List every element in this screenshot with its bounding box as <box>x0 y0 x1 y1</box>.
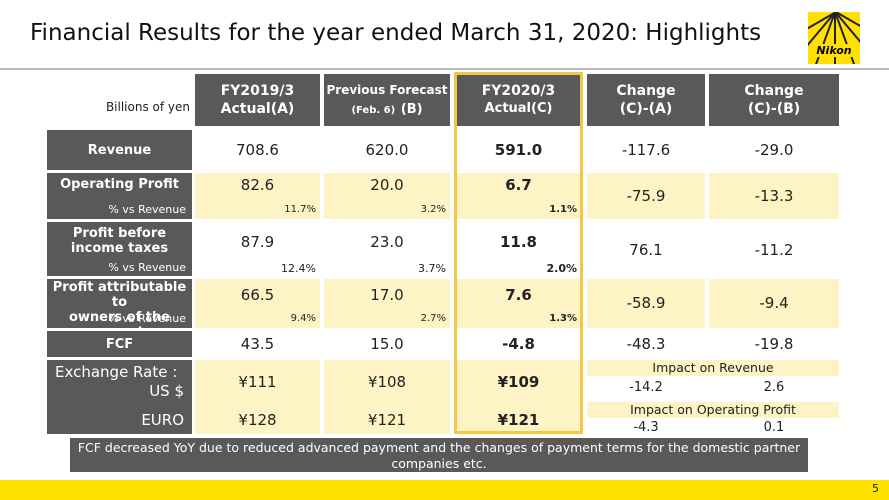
profit-owners-pct-label: % vs Revenue <box>108 312 186 325</box>
impact-revenue-euro: 2.6 <box>763 380 785 395</box>
operating-profit-ca: -75.9 <box>587 173 705 219</box>
exchange-rate-label: Exchange Rate : <box>55 363 178 381</box>
exchange-a-cell: ¥111 ¥128 <box>195 360 320 434</box>
page-title: Financial Results for the year ended Mar… <box>30 20 762 46</box>
logo-text: Nikon <box>810 44 858 57</box>
header-change-ca-line1: Change <box>616 83 676 99</box>
revenue-cb: -29.0 <box>754 141 794 159</box>
header-forecast-line1: Previous Forecast <box>326 82 448 97</box>
impact-op-usd: -4.3 <box>633 420 659 435</box>
profit-owners-a-cell: 66.5 9.4% <box>195 279 320 328</box>
profit-owners-c: 7.6 <box>505 286 532 304</box>
impact-revenue-label: Impact on Revenue <box>587 360 839 376</box>
profit-before-tax-c: 11.8 <box>499 233 537 251</box>
profit-before-tax-b: 23.0 <box>370 233 404 251</box>
profit-owners-ca: -58.9 <box>587 279 705 328</box>
header-change-cb: Change (C)-(B) <box>709 74 839 126</box>
revenue-c: 591.0 <box>494 141 543 159</box>
row-label-profit-before-tax: Profit before income taxes % vs Revenue <box>47 222 192 276</box>
profit-before-tax-pct-label: % vs Revenue <box>108 261 186 274</box>
footer-bar <box>0 480 889 500</box>
revenue-ca: -117.6 <box>621 141 671 159</box>
profit-before-tax-c-cell: 11.8 2.0% <box>454 222 583 276</box>
header-change-ca-line2: (C)-(A) <box>619 101 673 117</box>
exchange-usd-b: ¥108 <box>367 373 407 391</box>
profit-owners-a: 66.5 <box>240 286 275 304</box>
nikon-logo: Nikon <box>808 12 860 64</box>
profit-before-tax-a: 87.9 <box>240 233 275 251</box>
operating-profit-cb: -13.3 <box>709 173 839 219</box>
exchange-rate-label-cell: Exchange Rate : US $ EURO <box>47 360 192 434</box>
title-divider <box>0 68 889 70</box>
header-fy2020-line2: Actual(C) <box>484 101 553 116</box>
exchange-c-cell: ¥109 ¥121 <box>454 360 583 434</box>
profit-before-tax-a-cell: 87.9 12.4% <box>195 222 320 276</box>
fcf-c: -4.8 <box>502 335 535 353</box>
row-label-profit-owners: Profit attributable to owners of the par… <box>47 279 192 340</box>
operating-profit-pct-label: % vs Revenue <box>108 203 186 216</box>
revenue-a: 708.6 <box>236 141 279 159</box>
profit-owners-b-pct: 2.7% <box>420 313 446 324</box>
profit-owners-b-cell: 17.0 2.7% <box>324 279 450 328</box>
operating-profit-c: 6.7 <box>505 176 532 194</box>
header-fy2019: FY2019/3 Actual(A) <box>195 74 320 126</box>
operating-profit-c-cell: 6.7 1.1% <box>454 173 583 219</box>
profit-before-tax-label1: Profit before <box>72 226 167 241</box>
units-label: Billions of yen <box>105 100 190 114</box>
operating-profit-a: 82.6 <box>240 176 275 194</box>
exchange-euro-b: ¥121 <box>367 411 407 429</box>
operating-profit-b-cell: 20.0 3.2% <box>324 173 450 219</box>
page-number: 5 <box>872 482 879 495</box>
revenue-b: 620.0 <box>365 141 409 159</box>
header-fy2020-line1: FY2020/3 <box>481 83 556 99</box>
header-forecast: Previous Forecast (Feb. 6) (B) <box>324 74 450 126</box>
profit-before-tax-a-pct: 12.4% <box>281 262 316 275</box>
fcf-a: 43.5 <box>240 335 275 353</box>
profit-before-tax-label2: income taxes <box>70 241 169 256</box>
row-label-revenue: Revenue <box>47 130 192 170</box>
exchange-euro-label: EURO <box>141 411 184 429</box>
exchange-usd-a: ¥111 <box>238 373 277 391</box>
header-change-cb-line2: (C)-(B) <box>747 101 801 117</box>
operating-profit-b: 20.0 <box>370 176 404 194</box>
header-change-cb-line1: Change <box>744 83 804 99</box>
operating-profit-b-pct: 3.2% <box>420 204 446 215</box>
exchange-usd-c: ¥109 <box>497 373 540 391</box>
profit-owners-label1: Profit attributable to <box>52 280 187 310</box>
row-label-operating-profit: Operating Profit % vs Revenue <box>47 173 192 219</box>
header-forecast-date: (Feb. 6) <box>351 104 396 116</box>
exchange-euro-c: ¥121 <box>497 411 540 429</box>
row-label-fcf: FCF <box>47 331 192 357</box>
profit-before-tax-ca: 76.1 <box>629 241 663 259</box>
profit-before-tax-b-pct: 3.7% <box>418 262 446 275</box>
header-fy2020: FY2020/3 Actual(C) <box>454 74 583 126</box>
profit-owners-cb: -9.4 <box>709 279 839 328</box>
operating-profit-a-cell: 82.6 11.7% <box>195 173 320 219</box>
profit-before-tax-b-cell: 23.0 3.7% <box>324 222 450 276</box>
profit-owners-c-cell: 7.6 1.3% <box>454 279 583 328</box>
fcf-b: 15.0 <box>370 335 404 353</box>
exchange-euro-a: ¥128 <box>238 411 277 429</box>
profit-owners-c-pct: 1.3% <box>549 313 577 324</box>
profit-owners-b: 17.0 <box>370 286 404 304</box>
fcf-ca: -48.3 <box>626 335 666 353</box>
profit-before-tax-c-pct: 2.0% <box>546 262 577 275</box>
impact-op-euro: 0.1 <box>763 420 785 435</box>
header-fy2019-line2: Actual(A) <box>220 101 295 117</box>
exchange-usd-label: US $ <box>149 382 184 400</box>
fcf-note: FCF decreased YoY due to reduced advance… <box>70 438 808 472</box>
operating-profit-label: Operating Profit <box>60 177 179 192</box>
exchange-b-cell: ¥108 ¥121 <box>324 360 450 434</box>
header-forecast-b: (B) <box>400 101 423 117</box>
fcf-cb: -19.8 <box>754 335 794 353</box>
impact-revenue-usd: -14.2 <box>629 380 663 395</box>
operating-profit-c-pct: 1.1% <box>549 204 577 215</box>
header-change-ca: Change (C)-(A) <box>587 74 705 126</box>
impact-op-label: Impact on Operating Profit <box>587 402 839 418</box>
operating-profit-a-pct: 11.7% <box>284 204 316 215</box>
header-fy2019-line1: FY2019/3 <box>220 83 295 99</box>
profit-before-tax-cb: -11.2 <box>754 241 794 259</box>
profit-owners-a-pct: 9.4% <box>290 313 316 324</box>
